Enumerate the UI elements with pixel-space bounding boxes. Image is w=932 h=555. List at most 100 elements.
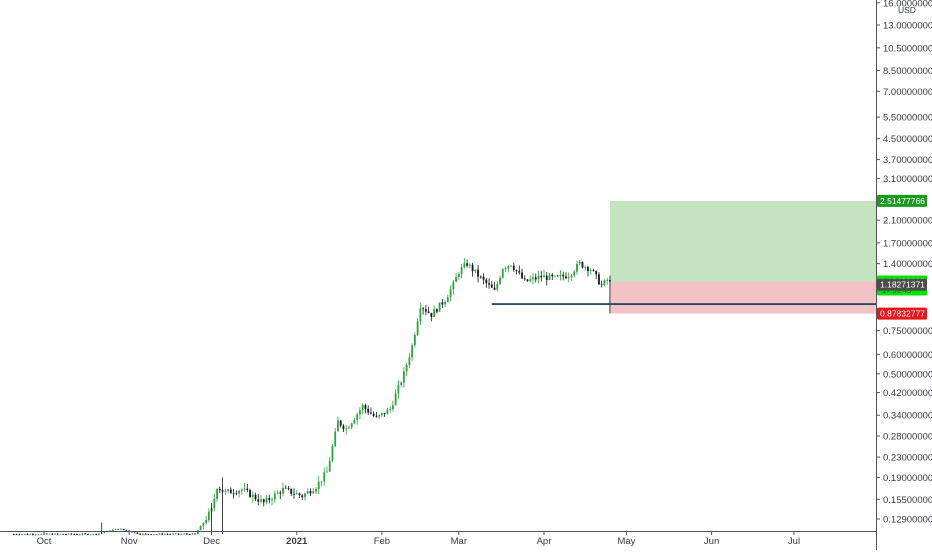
candle-body[interactable] <box>444 302 446 305</box>
candle-body[interactable] <box>166 534 169 535</box>
candle-body[interactable] <box>172 533 175 535</box>
candle-body[interactable] <box>452 281 455 290</box>
candle-body[interactable] <box>441 302 444 305</box>
candle-body[interactable] <box>122 528 125 530</box>
candle-body[interactable] <box>364 405 367 409</box>
candle-body[interactable] <box>350 423 353 428</box>
candle-body[interactable] <box>455 277 457 282</box>
candle-body[interactable] <box>174 533 177 535</box>
candle-body[interactable] <box>34 534 37 536</box>
candle-body[interactable] <box>474 269 477 272</box>
candle-body[interactable] <box>309 491 312 494</box>
candle-body[interactable] <box>227 489 229 492</box>
candle-body[interactable] <box>265 497 268 503</box>
candle-body[interactable] <box>23 533 26 535</box>
candle-body[interactable] <box>457 273 460 278</box>
candle-body[interactable] <box>213 498 216 509</box>
candle-body[interactable] <box>435 309 438 312</box>
candle-body[interactable] <box>62 533 65 535</box>
candle-body[interactable] <box>526 279 529 282</box>
candle-body[interactable] <box>177 533 180 535</box>
candle-body[interactable] <box>199 525 202 531</box>
candle-body[interactable] <box>402 371 405 383</box>
candle-body[interactable] <box>235 493 238 495</box>
candle-body[interactable] <box>73 534 76 535</box>
candle-body[interactable] <box>584 267 587 268</box>
candle-body[interactable] <box>587 267 589 271</box>
candle-body[interactable] <box>386 409 389 415</box>
candle-body[interactable] <box>430 312 433 317</box>
candle-body[interactable] <box>600 284 603 286</box>
price-tag-stop[interactable] <box>877 307 927 320</box>
candle-body[interactable] <box>554 275 556 277</box>
candle-body[interactable] <box>152 534 155 536</box>
candle-body[interactable] <box>65 534 67 535</box>
price-tag-target[interactable] <box>877 194 927 207</box>
candle-body[interactable] <box>548 274 551 280</box>
candle-body[interactable] <box>216 489 218 499</box>
candle-body[interactable] <box>471 264 474 272</box>
candle-body[interactable] <box>537 275 540 280</box>
candle-body[interactable] <box>67 533 70 535</box>
candle-body[interactable] <box>518 270 521 273</box>
candle-body[interactable] <box>419 308 422 322</box>
candle-body[interactable] <box>361 405 364 411</box>
candle-body[interactable] <box>196 530 199 534</box>
candle-body[interactable] <box>114 528 117 530</box>
candle-body[interactable] <box>493 287 496 290</box>
candle-body[interactable] <box>260 499 262 502</box>
candle-body[interactable] <box>125 529 128 531</box>
candle-body[interactable] <box>408 357 411 366</box>
candle-body[interactable] <box>183 533 186 535</box>
candle-body[interactable] <box>54 533 56 535</box>
candle-body[interactable] <box>370 412 372 414</box>
candle-body[interactable] <box>367 408 370 413</box>
candle-body[interactable] <box>383 413 386 415</box>
candle-body[interactable] <box>595 270 598 275</box>
candle-body[interactable] <box>532 277 534 280</box>
candle-body[interactable] <box>315 488 317 492</box>
candle-body[interactable] <box>89 534 92 536</box>
candle-body[interactable] <box>131 531 133 533</box>
candle-body[interactable] <box>251 494 254 498</box>
candle-body[interactable] <box>337 420 339 432</box>
candle-body[interactable] <box>342 425 345 430</box>
candle-body[interactable] <box>15 534 18 535</box>
candle-body[interactable] <box>287 488 290 489</box>
candle-body[interactable] <box>438 302 441 312</box>
candle-body[interactable] <box>150 534 153 536</box>
candle-body[interactable] <box>70 533 73 535</box>
candle-body[interactable] <box>422 308 425 310</box>
candle-body[interactable] <box>468 264 471 266</box>
candle-body[interactable] <box>317 481 320 489</box>
candle-body[interactable] <box>117 528 120 530</box>
candle-body[interactable] <box>331 446 334 461</box>
candle-body[interactable] <box>499 277 501 284</box>
candle-body[interactable] <box>158 533 161 535</box>
candle-body[interactable] <box>334 431 337 447</box>
candle-body[interactable] <box>56 533 59 535</box>
candle-body[interactable] <box>271 499 273 501</box>
candle-body[interactable] <box>328 460 331 472</box>
candle-body[interactable] <box>32 534 34 535</box>
candle-body[interactable] <box>229 489 232 494</box>
candle-body[interactable] <box>348 427 350 429</box>
candle-body[interactable] <box>570 275 573 278</box>
candle-body[interactable] <box>142 533 144 535</box>
candle-body[interactable] <box>276 492 279 494</box>
candle-body[interactable] <box>578 261 581 264</box>
candle-body[interactable] <box>543 275 545 278</box>
candle-body[interactable] <box>40 533 43 535</box>
candle-body[interactable] <box>188 534 191 535</box>
candle-body[interactable] <box>103 532 106 533</box>
candle-body[interactable] <box>381 413 383 416</box>
candle-body[interactable] <box>191 533 194 535</box>
profit-zone[interactable] <box>609 200 876 282</box>
candle-body[interactable] <box>111 529 114 532</box>
candle-body[interactable] <box>411 345 414 358</box>
candle-body[interactable] <box>510 265 512 267</box>
candle-body[interactable] <box>413 334 416 346</box>
candle-body[interactable] <box>400 382 403 385</box>
candle-body[interactable] <box>232 493 235 495</box>
